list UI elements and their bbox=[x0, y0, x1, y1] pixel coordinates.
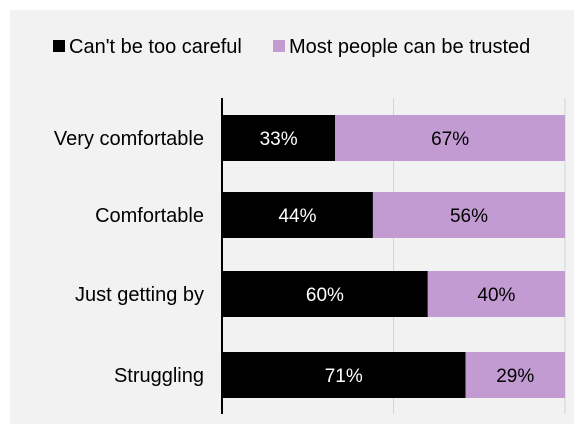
bars bbox=[222, 115, 565, 398]
data-label: 33% bbox=[260, 129, 298, 150]
data-label: 71% bbox=[325, 366, 363, 387]
chart-panel: Can't be too careful Most people can be t… bbox=[10, 10, 574, 424]
legend-swatch-cant-be-too-careful bbox=[53, 40, 65, 52]
bar-segment-cant-be-too-careful bbox=[222, 192, 373, 238]
legend-label-cant-be-too-careful: Can't be too careful bbox=[69, 36, 242, 58]
legend-label-most-people-trusted: Most people can be trusted bbox=[289, 36, 530, 58]
bar-segment-most-people-trusted bbox=[427, 271, 565, 317]
data-label: 60% bbox=[306, 285, 344, 306]
category-label: Comfortable bbox=[95, 205, 204, 227]
data-labels: 33% 67% 44% 56% 60% 40% 71% 29% bbox=[260, 129, 535, 387]
bar-segment-most-people-trusted bbox=[335, 115, 565, 161]
bar-segment-cant-be-too-careful bbox=[222, 352, 466, 398]
data-label: 44% bbox=[278, 206, 316, 227]
category-label: Very comfortable bbox=[54, 128, 204, 150]
category-label: Just getting by bbox=[75, 284, 204, 306]
data-label: 56% bbox=[450, 206, 488, 227]
bar-segment-cant-be-too-careful bbox=[222, 271, 428, 317]
category-label: Struggling bbox=[114, 365, 204, 387]
data-label: 67% bbox=[431, 129, 469, 150]
category-labels: Very comfortable Comfortable Just getting … bbox=[54, 128, 204, 387]
data-label: 40% bbox=[477, 285, 515, 306]
bar-segment-most-people-trusted bbox=[465, 352, 565, 398]
bar-segment-most-people-trusted bbox=[372, 192, 565, 238]
legend-swatch-most-people-trusted bbox=[273, 40, 285, 52]
data-label: 29% bbox=[496, 366, 534, 387]
legend: Can't be too careful Most people can be t… bbox=[53, 36, 530, 58]
stacked-bar-chart: Can't be too careful Most people can be t… bbox=[53, 36, 566, 414]
bar-segment-cant-be-too-careful bbox=[222, 115, 336, 161]
